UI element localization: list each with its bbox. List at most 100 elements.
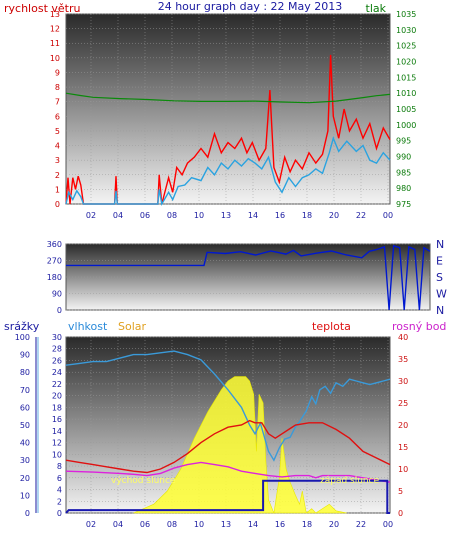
rain-tick-0: 0 [25, 509, 30, 518]
pressure-tick-10: 1025 [396, 42, 416, 51]
rht-x-tick-7: 16 [275, 520, 285, 529]
temperature-tick-labels: 0 5 10 15 20 25 30 35 40 [398, 333, 408, 518]
pressure-axis-label: tlak [366, 2, 387, 15]
direction-degree-tick-4: 360 [47, 240, 62, 249]
humidity-tick-9: 18 [52, 403, 62, 412]
humidity-tick-11: 22 [52, 380, 62, 389]
wind-speed-tick-11: 11 [50, 39, 60, 48]
pressure-tick-2: 985 [396, 168, 411, 177]
rain-tick-1: 10 [20, 491, 30, 500]
wind-speed-tick-1: 1 [55, 185, 60, 194]
sunset-annotation: západ slunce [320, 476, 380, 486]
compass-label-n-0: N [436, 304, 444, 317]
temperature-tick-7: 35 [398, 355, 408, 364]
temperature-tick-8: 40 [398, 333, 408, 342]
temperature-tick-6: 30 [398, 377, 408, 386]
wind-x-tick-8: 18 [302, 211, 312, 220]
pressure-tick-9: 1020 [396, 58, 416, 67]
pressure-tick-12: 1035 [396, 10, 416, 19]
humidity-tick-15: 30 [52, 333, 62, 342]
rht-x-tick-8: 18 [302, 520, 312, 529]
rht-series-line-1 [65, 350, 391, 462]
wind-x-tick-10: 22 [356, 211, 366, 220]
pressure-tick-labels: 975 980 985 990 995 1000 1005 1010 1015 1020 1025 1… [396, 10, 416, 209]
rht-series-line-3 [65, 461, 391, 483]
wind-series-line-0 [65, 54, 391, 205]
rht-x-tick-2: 06 [140, 520, 150, 529]
wind-x-tick-2: 06 [140, 211, 150, 220]
humidity-tick-8: 16 [52, 415, 62, 424]
humidity-tick-13: 26 [52, 356, 62, 365]
rht-x-tick-9: 20 [329, 520, 339, 529]
wind-x-tick-9: 20 [329, 211, 339, 220]
rain-tick-labels: 0 10 20 30 40 50 60 70 80 90 100 [15, 333, 30, 518]
direction-degree-tick-3: 270 [47, 257, 62, 266]
wind-speed-tick-5: 5 [55, 127, 60, 136]
wind-speed-tick-13: 13 [50, 10, 60, 19]
wind-direction-series [66, 244, 431, 311]
compass-label-n-4: N [436, 238, 444, 251]
humidity-tick-6: 12 [52, 439, 62, 448]
temperature-tick-1: 5 [398, 487, 403, 496]
wind-series-line-2 [65, 92, 391, 104]
rain-humidity-temperature-series [65, 350, 391, 515]
rht-series-line-2 [65, 419, 391, 474]
wind-speed-tick-12: 12 [50, 25, 60, 34]
rht-x-tick-0: 02 [86, 520, 96, 529]
rain-humidity-temperature-x-tick-labels: 02 04 06 08 10 13 14 16 18 20 22 00 [86, 520, 393, 529]
sunrise-annotation: východ slunce [111, 476, 176, 486]
rain-tick-7: 70 [20, 386, 30, 395]
rain-tick-8: 80 [20, 368, 30, 377]
wind-speed-axis-label: rychlost větru [4, 2, 80, 15]
pressure-tick-11: 1030 [396, 26, 416, 35]
wind-speed-tick-9: 9 [55, 68, 60, 77]
wind-speed-tick-4: 4 [55, 142, 60, 151]
rht-series-line-4 [65, 479, 390, 514]
rht-x-tick-6: 14 [248, 520, 258, 529]
temperature-tick-5: 25 [398, 399, 408, 408]
humidity-tick-3: 6 [57, 474, 62, 483]
compass-label-s-2: S [436, 271, 443, 284]
humidity-tick-7: 14 [52, 427, 62, 436]
solar-area [133, 376, 347, 515]
temperature-tick-0: 0 [398, 509, 403, 518]
rht-x-tick-10: 22 [356, 520, 366, 529]
wind-x-tick-4: 10 [194, 211, 204, 220]
wind-speed-tick-2: 2 [55, 171, 60, 180]
pressure-tick-1: 980 [396, 184, 411, 193]
temperature-tick-2: 10 [398, 465, 408, 474]
wind-speed-tick-0: 0 [55, 200, 60, 209]
rht-x-tick-3: 08 [167, 520, 177, 529]
humidity-tick-5: 10 [52, 450, 62, 459]
wind-direction-gridlines [66, 243, 430, 311]
pressure-tick-6: 1005 [396, 105, 416, 114]
humidity-tick-1: 2 [57, 497, 62, 506]
direction-degree-tick-2: 180 [47, 273, 62, 282]
wind-speed-tick-6: 6 [55, 112, 60, 121]
wind-pressure-panel: rychlost větru 24 hour graph day : 22 Ma… [4, 0, 416, 220]
rht-x-tick-11: 00 [383, 520, 393, 529]
temperature-tick-4: 20 [398, 421, 408, 430]
pressure-tick-7: 1010 [396, 89, 416, 98]
pressure-tick-5: 1000 [396, 121, 416, 130]
rain-tick-2: 20 [20, 474, 30, 483]
wind-x-tick-6: 14 [248, 211, 258, 220]
rain-tick-6: 60 [20, 403, 30, 412]
compass-label-e-3: E [436, 255, 443, 268]
chart-title: 24 hour graph day : 22 May 2013 [158, 0, 343, 13]
solar-axis-label: Solar [118, 320, 147, 333]
rain-tick-3: 30 [20, 456, 30, 465]
pressure-tick-3: 990 [396, 153, 411, 162]
wind-x-tick-3: 08 [167, 211, 177, 220]
wind-speed-tick-8: 8 [55, 83, 60, 92]
wind-pressure-gridlines [66, 13, 390, 205]
wind-pressure-x-tick-labels: 02 04 06 08 10 13 14 16 18 20 22 00 [86, 211, 393, 220]
wind-series-line-1 [65, 136, 391, 207]
wind-pressure-series [65, 54, 391, 207]
rain-tick-10: 100 [15, 333, 30, 342]
rht-x-tick-1: 04 [113, 520, 123, 529]
wind-direction-degree-labels: 0 90 180 270 360 [47, 240, 62, 315]
